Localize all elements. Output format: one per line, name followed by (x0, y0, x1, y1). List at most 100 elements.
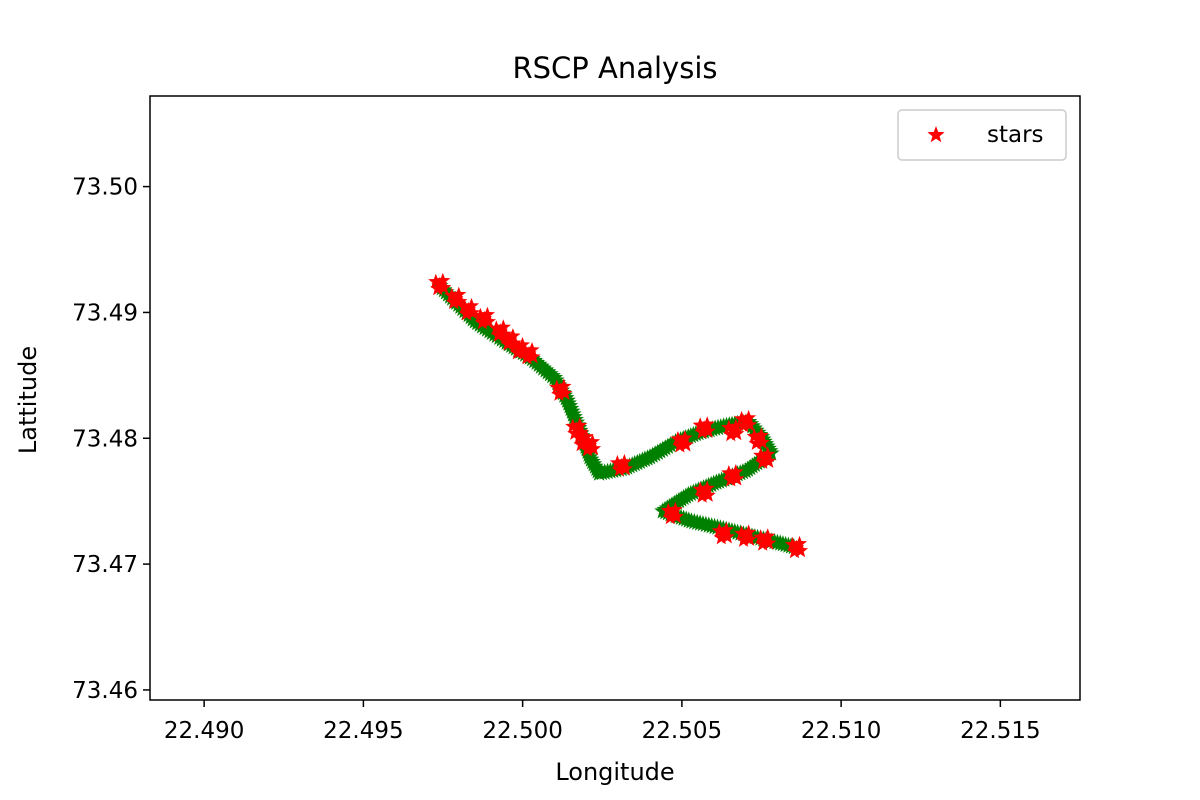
y-tick-label: 73.49 (72, 300, 138, 326)
red-star-point (611, 461, 627, 477)
red-star-point (786, 543, 803, 559)
red-star-point (694, 488, 710, 503)
red-star-point (662, 509, 678, 525)
x-tick-label: 22.490 (164, 718, 244, 744)
red-star-point (428, 273, 444, 289)
red-star-point (556, 378, 572, 393)
red-star-point (577, 434, 594, 450)
red-star-point (498, 329, 514, 344)
y-tick-label: 73.48 (72, 426, 138, 452)
red-star-point (565, 418, 581, 433)
red-star-point (760, 528, 776, 543)
red-star-point (760, 446, 776, 461)
red-star-point (579, 441, 596, 457)
red-star-point (458, 305, 475, 321)
x-tick-label: 22.505 (642, 718, 722, 744)
legend-box (897, 109, 1067, 161)
x-tick-label: 22.515 (960, 718, 1040, 744)
y-tick-label: 73.47 (72, 552, 138, 578)
red-star-point (507, 337, 524, 353)
red-star-point (734, 525, 750, 540)
legend-label: stars (987, 122, 1044, 148)
red-star-point (699, 416, 715, 431)
ticks-layer: 22.490 22.495 22.500 22.505 22.510 22.515 73.4… (72, 175, 1040, 744)
plot-layer (428, 272, 809, 559)
x-axis-label: Longitude (555, 758, 674, 786)
red-star-point (677, 430, 693, 445)
x-tick-label: 22.495 (323, 718, 403, 744)
red-star-point (435, 272, 451, 288)
red-star-point (451, 286, 467, 302)
red-star-point (723, 426, 739, 442)
red-star-point (573, 436, 589, 452)
red-star-point (728, 464, 744, 479)
red-star-point (670, 431, 686, 446)
red-star-point (578, 428, 594, 444)
plot-frame (149, 95, 1081, 701)
y-tick-label: 73.50 (72, 175, 138, 201)
red-star-point (692, 481, 708, 496)
red-star-point (551, 386, 567, 401)
red-star-point (571, 429, 587, 445)
red-star-point (660, 502, 676, 518)
red-star-point (490, 327, 506, 342)
red-star-point (446, 294, 462, 310)
red-star-point (741, 524, 757, 539)
red-star-point (472, 307, 488, 323)
red-star-point (667, 501, 683, 517)
red-star-point (753, 427, 769, 442)
legend: stars (897, 109, 1067, 161)
red-star-point (753, 447, 769, 462)
red-star-point (479, 306, 495, 322)
red-star-point (713, 529, 729, 545)
red-star-point (755, 454, 771, 469)
red-star-point (609, 454, 625, 470)
red-star-point (784, 536, 801, 552)
red-star-point (519, 350, 535, 365)
red-star-point (549, 379, 565, 394)
y-tick-label: 73.46 (72, 678, 138, 704)
y-axis-label: Lattitude (14, 346, 42, 454)
red-star-point (495, 319, 511, 334)
red-star-point (711, 522, 727, 538)
red-star-point (721, 419, 737, 435)
red-star-point (728, 418, 744, 434)
red-star-point (694, 424, 710, 439)
red-star-point (500, 336, 516, 351)
chart-title: RSCP Analysis (513, 51, 718, 85)
red-star-point (474, 314, 490, 330)
red-star-point (692, 417, 708, 432)
red-star-point (721, 465, 737, 480)
red-star-point (734, 410, 750, 426)
red-star-point (456, 298, 473, 314)
red-star-point (741, 409, 757, 425)
x-tick-label: 22.510 (801, 718, 881, 744)
red-star-point (718, 521, 734, 537)
red-star-point (430, 280, 446, 296)
red-star-point (514, 336, 531, 352)
red-star-point (755, 536, 771, 551)
red-star-point (791, 535, 808, 551)
red-star-point (736, 532, 752, 547)
red-star-point (567, 425, 583, 440)
red-star-point (748, 435, 764, 450)
red-star-point (463, 297, 480, 313)
red-star-point (699, 480, 715, 495)
red-star-point (517, 343, 533, 358)
red-star-point (524, 342, 540, 357)
red-star-point (509, 344, 526, 360)
red-star-point (616, 453, 632, 469)
red-star-point (444, 287, 460, 303)
red-star-point (736, 417, 752, 433)
legend-star-icon (927, 126, 945, 143)
legend-star-marker (927, 126, 945, 143)
x-tick-label: 22.500 (482, 718, 562, 744)
red-star-point (746, 428, 762, 443)
red-star-point (672, 438, 688, 453)
red-star-point (584, 433, 601, 449)
red-star-point (505, 328, 521, 343)
red-star-point (723, 472, 739, 487)
red-star-point (572, 417, 588, 432)
red-star-point (488, 320, 504, 335)
